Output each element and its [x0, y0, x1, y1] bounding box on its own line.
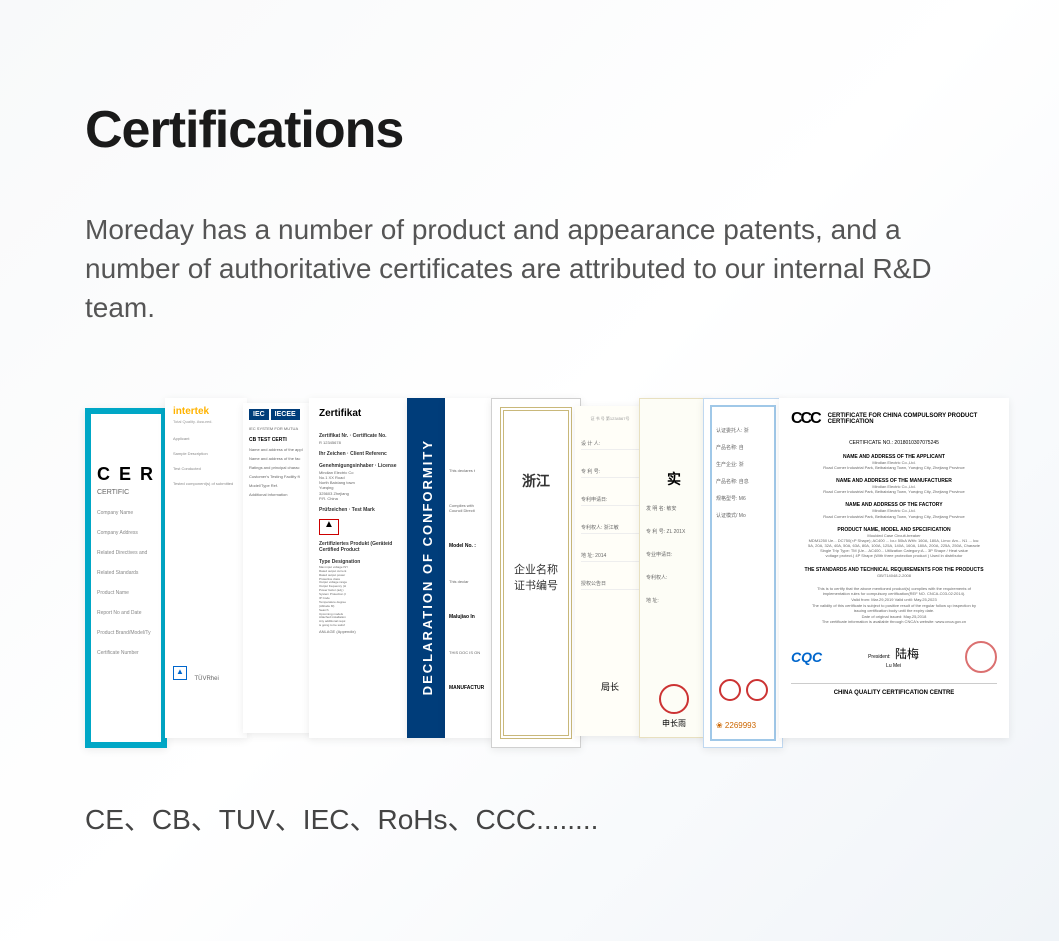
page-description: Moreday has a number of product and appe… — [85, 210, 935, 328]
cert-ce: C E R CERTIFIC Company Name Company Addr… — [85, 408, 167, 748]
cert-types-list: CE、CB、TUV、IEC、RoHs、CCC........ — [85, 798, 974, 838]
cert-zhejiang: 浙江 企业名称 证书编号 — [491, 398, 581, 748]
cqc-logo: CQC — [791, 649, 822, 665]
cert-declaration: DECLARATION OF CONFORMITY — [407, 398, 447, 738]
cert-ce-title: C E R — [97, 464, 155, 485]
page-heading: Certifications — [85, 100, 974, 160]
cert-model: This declares t Complies with Council Di… — [445, 398, 495, 738]
red-seal-icon — [659, 684, 689, 714]
cert-ccc: CCC CERTIFICATE FOR CHINA COMPULSORY PRO… — [779, 398, 1009, 738]
cert-intertek: intertek Total Quality. Assured. Applica… — [165, 398, 247, 738]
cert-ce-sub: CERTIFIC — [97, 489, 155, 496]
zertifikat-title: Zertifikat — [319, 408, 399, 419]
declaration-title: DECLARATION OF CONFORMITY — [420, 439, 435, 695]
cert-patent-2: 实 发 明 名: 敏安 专 利 号: ZL 201X 专业申请日: 专利权人: … — [639, 398, 709, 738]
cert-zertifikat: Zertifikat Zertifikat Nr. · Certificate … — [309, 398, 409, 738]
red-seal-icon — [965, 641, 997, 673]
seal-icon — [746, 679, 768, 701]
cert-blue-border: 认证委托人: 浙 产品名称: 自 生产企业: 浙 产品名称: 自息 规格型号: … — [703, 398, 783, 748]
cert-iec-cb: IEC IECEE IEC SYSTEM FOR MUTUA CB TEST C… — [243, 403, 315, 733]
iec-badge: IEC — [249, 409, 269, 420]
intertek-logo: intertek — [173, 406, 239, 417]
tuv-triangle-icon — [173, 666, 187, 680]
ccc-logo: CCC — [791, 410, 820, 428]
iecee-badge: IECEE — [271, 409, 300, 420]
certificates-row: C E R CERTIFIC Company Name Company Addr… — [85, 398, 974, 758]
test-mark-icon — [319, 519, 339, 535]
cert-patent-1: 证 书 号 第1234567号 设 计 人: 专 利 号: 专利申请日: 专利权… — [575, 406, 645, 736]
seal-icon — [719, 679, 741, 701]
